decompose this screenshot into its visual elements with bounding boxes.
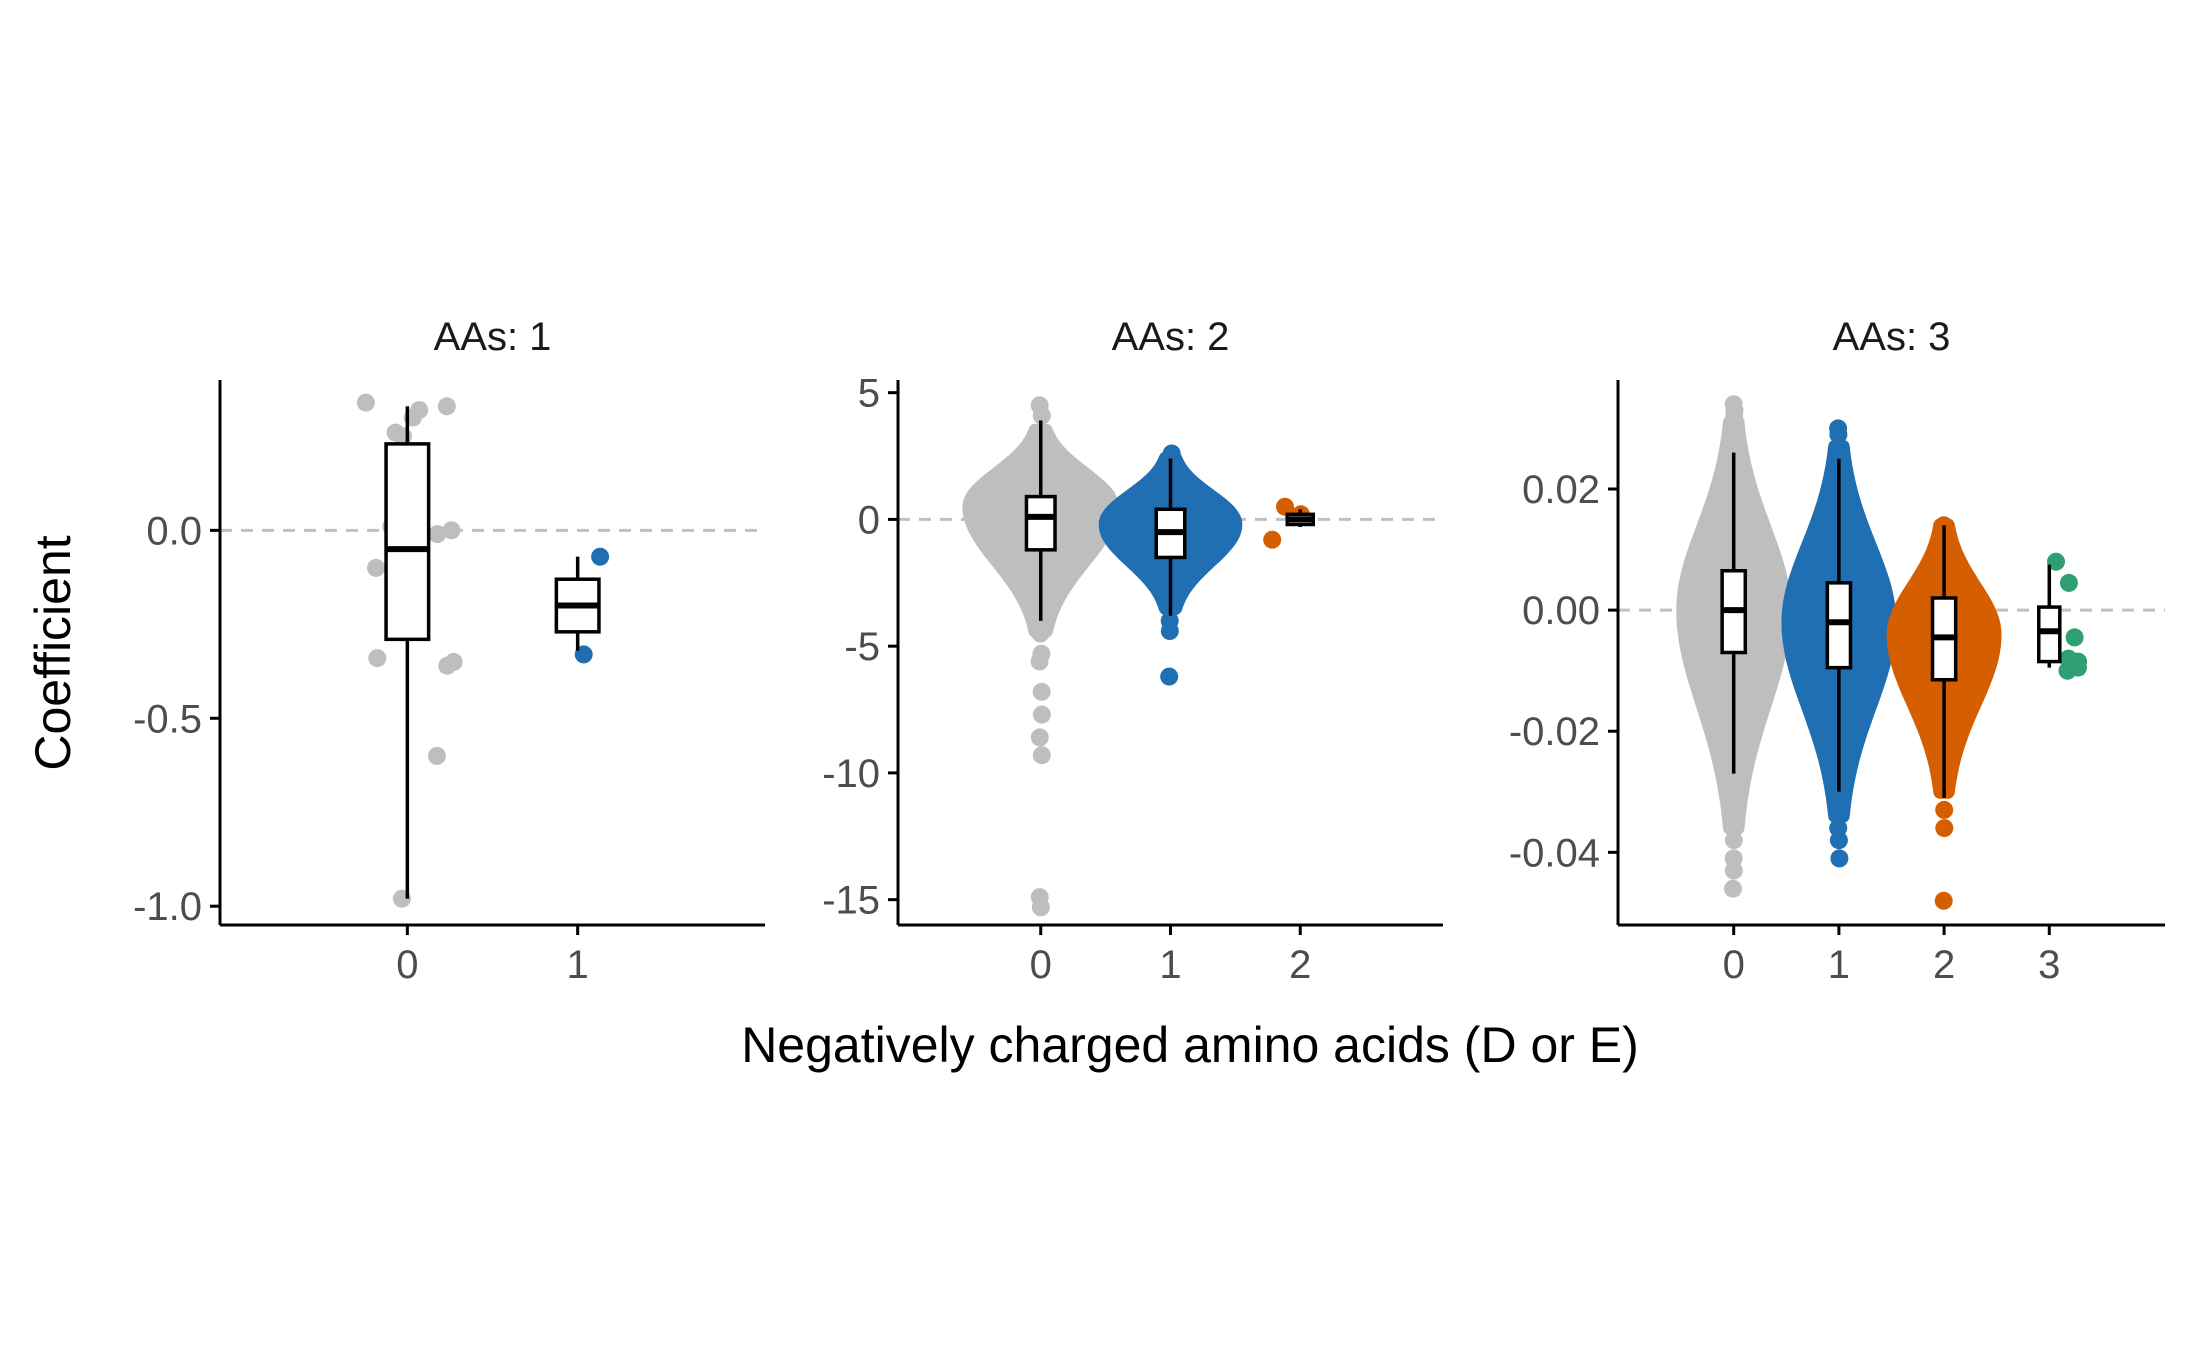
group-1 (1781, 419, 1897, 868)
group-0 (962, 396, 1120, 917)
data-point (437, 397, 456, 416)
data-point (1030, 728, 1049, 747)
y-tick-label: -0.04 (1509, 831, 1600, 875)
data-point (442, 521, 461, 540)
data-point (1032, 746, 1051, 765)
group-1 (554, 547, 610, 664)
y-tick-label: -1.0 (133, 885, 202, 929)
y-tick-label: 0 (858, 498, 880, 542)
y-tick-label: 5 (858, 372, 880, 416)
group-2 (1263, 497, 1315, 549)
y-tick-label: 0.02 (1522, 468, 1600, 512)
x-axis-title: Negatively charged amino acids (D or E) (741, 1017, 1639, 1073)
data-point (1031, 624, 1050, 643)
x-tick-label: 0 (1030, 943, 1052, 987)
data-point (356, 393, 375, 412)
data-point (410, 401, 429, 420)
data-point (591, 547, 610, 566)
data-point (1829, 831, 1848, 850)
box-iqr (1825, 581, 1853, 670)
data-point (1829, 425, 1848, 444)
panel-3: AAs: 3 0.02 0.00 -0.02 -0.04 0 1 2 3 (1509, 315, 2165, 987)
panel-title: AAs: 1 (434, 315, 552, 359)
panel-1: AAs: 1 0.0 -0.5 -1.0 0 1 (133, 315, 765, 987)
data-point (438, 656, 457, 675)
data-point (2059, 573, 2078, 592)
y-axis-title: Coefficient (25, 535, 81, 770)
data-point (2059, 649, 2078, 668)
data-point (1031, 898, 1050, 917)
data-point (1160, 622, 1179, 640)
data-point (1830, 849, 1849, 868)
data-point (1724, 831, 1743, 850)
group-0 (356, 393, 463, 908)
data-point (1032, 705, 1051, 724)
panel-2: AAs: 2 5 0 -5 -10 -15 0 1 2 (822, 315, 1443, 987)
y-tick-label: -0.02 (1509, 710, 1600, 754)
x-tick-label: 2 (1289, 943, 1311, 987)
data-point (1934, 891, 1953, 910)
data-point (1725, 407, 1744, 426)
data-point (1935, 800, 1954, 819)
box-iqr (1024, 494, 1057, 552)
data-point (367, 558, 385, 577)
x-tick-label: 0 (1723, 943, 1745, 987)
x-tick-label: 2 (1933, 943, 1955, 987)
x-tick-label: 1 (1828, 943, 1850, 987)
data-point (1160, 667, 1179, 686)
group-3 (2037, 552, 2088, 680)
data-point (1934, 516, 1953, 535)
data-point (427, 746, 446, 765)
box-iqr (2037, 605, 2062, 664)
y-tick-label: -5 (844, 625, 880, 669)
y-tick-label: 0.0 (146, 509, 202, 553)
group-2 (1886, 516, 2002, 910)
data-point (1030, 652, 1049, 671)
data-point (1162, 444, 1181, 463)
data-point (1724, 861, 1743, 880)
x-tick-label: 1 (1159, 943, 1181, 987)
group-1 (1098, 444, 1243, 686)
data-point (2065, 628, 2084, 647)
y-tick-label: -15 (822, 879, 880, 923)
y-tick-label: -0.5 (133, 697, 202, 741)
data-point (1032, 406, 1051, 425)
group-0 (1676, 395, 1792, 898)
data-point (1724, 879, 1742, 898)
y-tick-label: 0.00 (1522, 589, 1600, 633)
data-point (2047, 552, 2065, 571)
data-point (1935, 819, 1954, 838)
y-tick-label: -10 (822, 752, 880, 796)
data-point (1263, 530, 1282, 549)
x-tick-label: 0 (396, 943, 418, 987)
data-point (428, 525, 447, 544)
x-tick-label: 1 (567, 943, 589, 987)
data-point (1032, 682, 1051, 701)
data-point (368, 649, 387, 668)
box-iqr (384, 442, 431, 642)
x-tick-label: 3 (2038, 943, 2060, 987)
panel-title: AAs: 3 (1833, 315, 1951, 359)
panel-title: AAs: 2 (1112, 315, 1230, 359)
